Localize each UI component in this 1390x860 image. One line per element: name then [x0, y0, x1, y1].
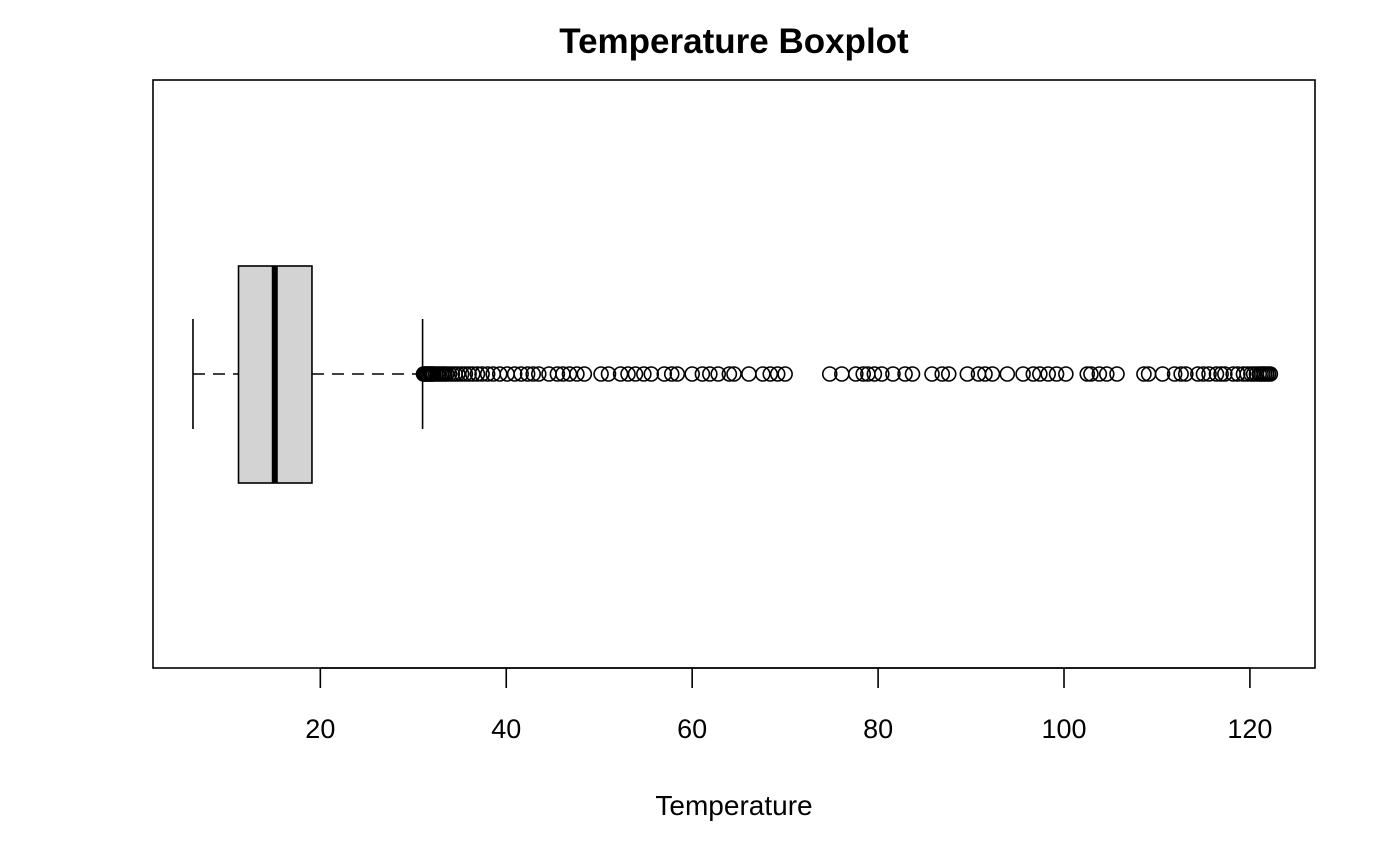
- outlier-point: [669, 366, 686, 382]
- outlier-point: [457, 366, 474, 382]
- outlier-point: [513, 366, 529, 382]
- outlier-point: [1083, 366, 1099, 382]
- outlier-point: [1032, 366, 1048, 382]
- outlier-point: [600, 366, 617, 382]
- outlier-group: [415, 366, 1279, 382]
- outlier-point: [519, 366, 536, 382]
- outlier-point: [721, 366, 738, 382]
- outlier-point: [866, 366, 883, 382]
- x-axis-label: Temperature: [655, 790, 812, 821]
- outlier-point: [959, 366, 976, 382]
- outlier-point: [1166, 366, 1183, 382]
- outlier-point: [1079, 366, 1096, 382]
- outlier-point: [541, 366, 557, 382]
- outlier-point: [977, 366, 993, 382]
- outlier-point: [821, 366, 838, 382]
- outlier-point: [1235, 366, 1252, 382]
- outlier-point: [643, 366, 660, 382]
- outlier-point: [1177, 366, 1194, 382]
- x-tick-label: 20: [305, 714, 335, 744]
- outlier-point: [1040, 366, 1057, 382]
- outlier-point: [874, 366, 890, 382]
- outlier-point: [1213, 366, 1229, 382]
- outlier-point: [999, 366, 1016, 382]
- outlier-point: [620, 366, 636, 382]
- outlier-point: [491, 366, 508, 382]
- outlier-point: [940, 366, 957, 382]
- outlier-point: [469, 366, 486, 382]
- chart-title: Temperature Boxplot: [559, 22, 909, 61]
- outlier-point: [453, 366, 470, 382]
- outlier-point: [1109, 366, 1125, 382]
- box-group: [192, 265, 424, 484]
- outlier-point: [1048, 366, 1065, 382]
- outlier-point: [479, 366, 496, 382]
- outlier-point: [1058, 366, 1074, 382]
- outlier-point: [569, 366, 585, 382]
- outlier-point: [627, 366, 644, 382]
- outlier-point: [1091, 366, 1108, 382]
- outlier-point: [464, 366, 481, 382]
- outlier-point: [897, 366, 913, 382]
- outlier-point: [549, 366, 566, 382]
- outlier-point: [1201, 366, 1217, 382]
- outlier-point: [1217, 366, 1233, 382]
- outlier-point: [636, 366, 652, 382]
- outlier-point: [984, 366, 1001, 382]
- outlier-point: [663, 366, 680, 382]
- outlier-point: [710, 366, 726, 382]
- outlier-point: [904, 366, 921, 382]
- outlier-point: [525, 366, 542, 382]
- outlier-point: [702, 366, 718, 382]
- outlier-point: [885, 366, 901, 382]
- outlier-point: [450, 366, 466, 382]
- outlier-point: [855, 366, 872, 382]
- outlier-point: [612, 366, 629, 382]
- outlier-point: [1154, 366, 1171, 382]
- x-tick-label: 120: [1227, 714, 1272, 744]
- outlier-point: [684, 366, 700, 382]
- outlier-point: [769, 366, 786, 382]
- outlier-point: [561, 366, 578, 382]
- outlier-point: [461, 366, 477, 382]
- outlier-point: [755, 366, 771, 382]
- outlier-point: [474, 366, 490, 382]
- outlier-point: [506, 366, 523, 382]
- outlier-point: [934, 366, 951, 382]
- outlier-point: [741, 366, 757, 382]
- outlier-point: [694, 366, 711, 382]
- outlier-point: [1136, 366, 1152, 382]
- outlier-point: [762, 366, 779, 382]
- outlier-point: [1098, 366, 1115, 382]
- outlier-point: [593, 366, 609, 382]
- outlier-point: [924, 366, 940, 382]
- outlier-point: [777, 366, 793, 382]
- outlier-point: [847, 366, 864, 382]
- x-tick-label: 60: [677, 714, 707, 744]
- outlier-point: [1208, 366, 1225, 382]
- outlier-point: [1173, 366, 1189, 382]
- x-axis: 20 40 60 80 100 120: [305, 667, 1272, 744]
- outlier-point: [1025, 366, 1042, 382]
- outlier-point: [656, 366, 673, 382]
- outlier-point: [1015, 366, 1031, 382]
- outlier-point: [726, 366, 742, 382]
- outlier-point: [1190, 366, 1206, 382]
- x-tick-label: 80: [863, 714, 893, 744]
- outlier-point: [530, 366, 547, 382]
- outlier-point: [576, 366, 593, 382]
- outlier-point: [1262, 366, 1279, 382]
- outlier-point: [1230, 366, 1246, 382]
- x-tick-label: 40: [491, 714, 521, 744]
- outlier-point: [1195, 366, 1212, 382]
- plot-frame: [152, 79, 1316, 669]
- x-tick-label: 100: [1041, 714, 1086, 744]
